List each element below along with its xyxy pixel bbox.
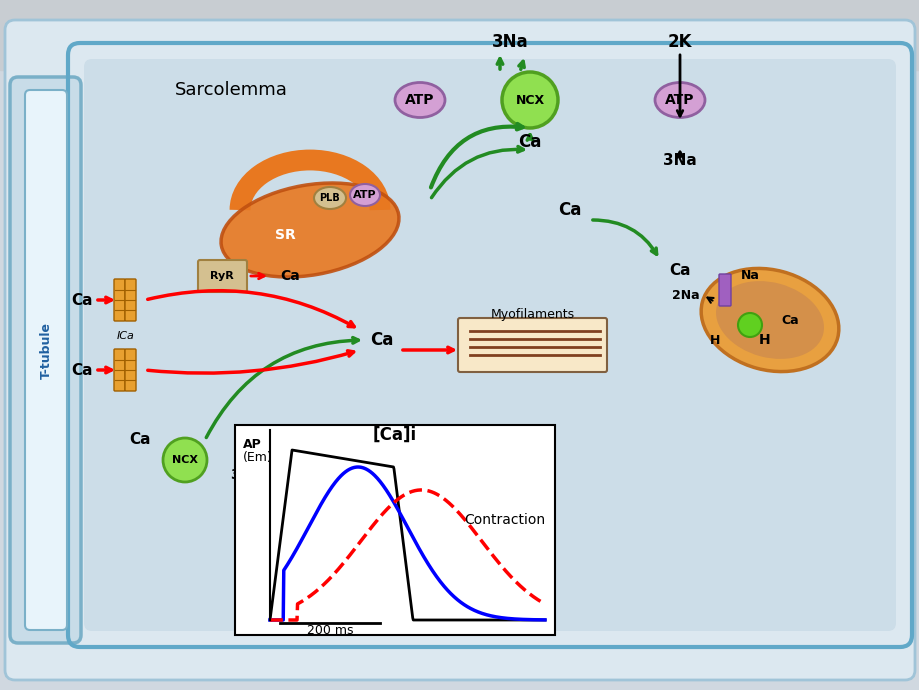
- Text: ICa: ICa: [117, 331, 135, 341]
- Text: 3Na: 3Na: [491, 33, 528, 51]
- Text: [Ca]i: [Ca]i: [372, 426, 416, 444]
- Circle shape: [737, 313, 761, 337]
- Text: Ca: Ca: [517, 133, 541, 151]
- Text: 3Na: 3Na: [663, 152, 696, 168]
- Text: Ca: Ca: [129, 433, 151, 448]
- Bar: [0, 0, 919, 70]
- Text: Ca: Ca: [71, 293, 93, 308]
- Ellipse shape: [349, 184, 380, 206]
- Text: H: H: [709, 333, 720, 346]
- FancyBboxPatch shape: [719, 274, 731, 306]
- Ellipse shape: [700, 268, 838, 372]
- Text: Sarcolemma: Sarcolemma: [175, 81, 288, 99]
- Text: 2K: 2K: [667, 33, 691, 51]
- FancyBboxPatch shape: [114, 349, 125, 391]
- Ellipse shape: [715, 281, 823, 359]
- Ellipse shape: [221, 183, 399, 277]
- Bar: [234, 425, 554, 635]
- FancyBboxPatch shape: [25, 90, 67, 630]
- Text: T-tubule: T-tubule: [40, 322, 52, 379]
- Text: Ca: Ca: [668, 262, 690, 277]
- Text: Na: Na: [740, 268, 758, 282]
- Text: 2Na: 2Na: [672, 288, 699, 302]
- FancyBboxPatch shape: [114, 279, 125, 321]
- Text: ATP: ATP: [404, 93, 435, 107]
- Text: Contraction: Contraction: [464, 513, 545, 527]
- FancyBboxPatch shape: [84, 59, 895, 631]
- Text: ATP: ATP: [664, 93, 694, 107]
- FancyBboxPatch shape: [458, 318, 607, 372]
- Text: 200 ms: 200 ms: [306, 624, 353, 636]
- Text: ATP: ATP: [353, 190, 377, 200]
- Text: SR: SR: [275, 228, 295, 242]
- Text: Ca: Ca: [369, 331, 393, 349]
- Ellipse shape: [394, 83, 445, 117]
- Text: H: H: [758, 333, 770, 347]
- Text: PLB: PLB: [319, 193, 340, 203]
- Circle shape: [502, 72, 558, 128]
- FancyBboxPatch shape: [125, 279, 136, 321]
- Ellipse shape: [313, 187, 346, 209]
- Text: Ca: Ca: [71, 362, 93, 377]
- Text: (Em): (Em): [243, 451, 272, 464]
- Text: 3Na: 3Na: [230, 468, 260, 482]
- Ellipse shape: [654, 83, 704, 117]
- Text: Ca: Ca: [279, 269, 300, 283]
- Text: NCX: NCX: [515, 94, 544, 106]
- FancyBboxPatch shape: [5, 20, 914, 680]
- Text: Myofilaments: Myofilaments: [491, 308, 574, 320]
- Text: RyR: RyR: [210, 271, 233, 281]
- Circle shape: [163, 438, 207, 482]
- FancyBboxPatch shape: [125, 349, 136, 391]
- Text: Ca: Ca: [558, 201, 581, 219]
- FancyBboxPatch shape: [198, 260, 246, 292]
- Text: Ca: Ca: [780, 313, 798, 326]
- Text: AP: AP: [243, 439, 262, 451]
- Text: NCX: NCX: [172, 455, 198, 465]
- FancyBboxPatch shape: [10, 77, 81, 643]
